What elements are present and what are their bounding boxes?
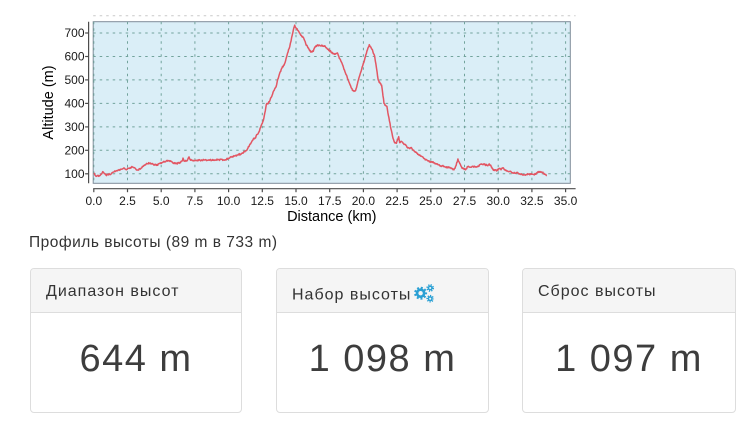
svg-text:20.0: 20.0 bbox=[352, 194, 376, 208]
svg-text:5.0: 5.0 bbox=[153, 194, 170, 208]
svg-text:200: 200 bbox=[64, 144, 84, 158]
svg-text:400: 400 bbox=[64, 97, 84, 111]
svg-text:12.5: 12.5 bbox=[251, 194, 275, 208]
svg-text:15.0: 15.0 bbox=[284, 194, 308, 208]
svg-text:Altitude (m): Altitude (m) bbox=[41, 65, 57, 139]
svg-text:300: 300 bbox=[64, 120, 84, 134]
svg-text:2.5: 2.5 bbox=[119, 194, 136, 208]
svg-text:100: 100 bbox=[64, 167, 84, 181]
svg-text:27.5: 27.5 bbox=[453, 194, 477, 208]
svg-text:10.0: 10.0 bbox=[217, 194, 241, 208]
svg-text:7.5: 7.5 bbox=[187, 194, 204, 208]
svg-text:0.0: 0.0 bbox=[85, 194, 102, 208]
svg-text:25.0: 25.0 bbox=[419, 194, 443, 208]
svg-text:35.0: 35.0 bbox=[554, 194, 578, 208]
svg-text:17.5: 17.5 bbox=[318, 194, 342, 208]
svg-text:Distance (km): Distance (km) bbox=[287, 209, 376, 225]
svg-text:700: 700 bbox=[64, 26, 84, 40]
svg-text:30.0: 30.0 bbox=[487, 194, 511, 208]
svg-text:500: 500 bbox=[64, 73, 84, 87]
svg-text:600: 600 bbox=[64, 50, 84, 64]
svg-text:32.5: 32.5 bbox=[520, 194, 544, 208]
svg-text:22.5: 22.5 bbox=[385, 194, 409, 208]
